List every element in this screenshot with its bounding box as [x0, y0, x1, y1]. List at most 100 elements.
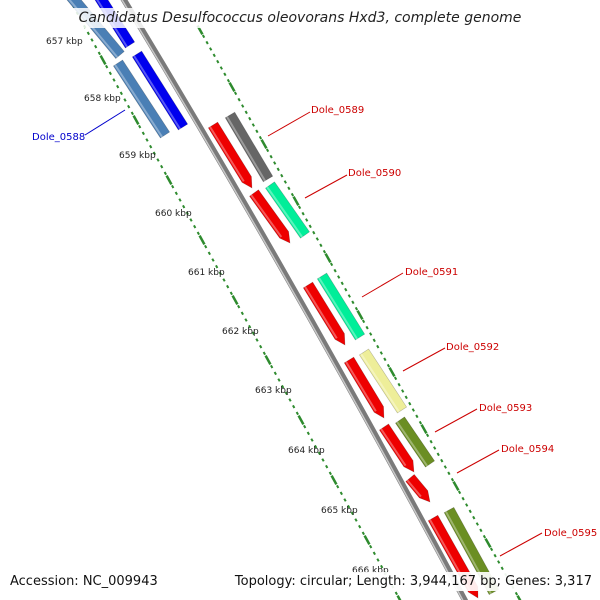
minor-tick [262, 351, 266, 356]
feature-dole-0591b[interactable] [316, 272, 366, 341]
feature-highlight [250, 194, 283, 238]
minor-tick [336, 484, 340, 489]
leader-line [361, 272, 404, 298]
minor-tick [411, 408, 415, 412]
minor-tick [204, 244, 208, 249]
gene-label-dole-0595[interactable]: Dole_0595 [544, 528, 597, 539]
feature-dole-0594[interactable] [405, 474, 431, 503]
kbp-label-layer: 657 kbp 658 kbp 659 kbp 660 kbp 661 kbp … [46, 37, 389, 576]
minor-tick [429, 439, 433, 444]
minor-tick [482, 534, 487, 539]
minor-tick [354, 518, 358, 522]
gene-label-dole-0591[interactable]: Dole_0591 [405, 267, 458, 278]
minor-tick [288, 398, 292, 402]
minor-tick [212, 53, 216, 58]
feature-dole-0590[interactable] [249, 189, 291, 244]
minor-tick [283, 180, 287, 184]
gene-label-dole-0592[interactable]: Dole_0592 [446, 342, 499, 353]
minor-tick [182, 204, 186, 209]
minor-tick [408, 401, 412, 406]
feature-highlight [226, 116, 266, 182]
minor-tick [280, 173, 284, 178]
minor-tick [281, 384, 285, 389]
genome-title: Candidatus Desulfococcus oleovorans Hxd3… [0, 8, 600, 28]
minor-tick [149, 144, 153, 149]
minor-tick [163, 171, 167, 176]
minor-tick [339, 491, 343, 496]
minor-tick [108, 71, 112, 76]
major-tick [420, 424, 428, 434]
major-tick [388, 367, 396, 377]
minor-tick [354, 306, 359, 311]
major-tick [99, 55, 107, 65]
minor-tick [112, 78, 116, 82]
minor-tick [119, 91, 123, 96]
minor-tick [205, 40, 209, 45]
minor-tick [216, 59, 220, 64]
feature-dole-0589[interactable] [207, 121, 253, 189]
minor-tick [472, 515, 476, 520]
major-tick [165, 175, 173, 185]
feature-dole-0592b[interactable] [358, 348, 408, 414]
kbp-label: 665 kbp [321, 506, 358, 516]
minor-tick [310, 438, 314, 442]
gene-label-dole-0594[interactable]: Dole_0594 [501, 444, 554, 455]
minor-tick [284, 391, 288, 396]
feature-dole-0589b[interactable] [224, 111, 274, 183]
minor-tick [314, 444, 318, 449]
minor-tick [358, 524, 362, 529]
major-tick [297, 415, 305, 425]
minor-tick [308, 224, 312, 229]
minor-tick [347, 504, 351, 509]
minor-tick [94, 44, 98, 49]
feature-dole-0588[interactable] [131, 50, 189, 131]
gene-label-dole-0589[interactable]: Dole_0589 [311, 105, 364, 116]
minor-tick [171, 184, 175, 189]
major-tick [356, 310, 364, 320]
kbp-label: 660 kbp [155, 209, 192, 219]
minor-tick [237, 304, 241, 309]
minor-tick [222, 278, 226, 282]
minor-tick [497, 560, 501, 564]
minor-tick [241, 104, 245, 108]
kbp-label: 661 kbp [188, 268, 225, 278]
major-tick [231, 295, 239, 305]
feature-dole-0591[interactable] [302, 281, 346, 346]
feature-dole-0590b[interactable] [265, 181, 310, 239]
kbp-label: 662 kbp [222, 327, 259, 337]
kbp-label: 666 kbp [352, 566, 389, 576]
minor-tick [290, 192, 295, 197]
gene-label-dole-0593[interactable]: Dole_0593 [479, 403, 532, 414]
major-tick [484, 538, 492, 548]
minor-tick [321, 458, 325, 462]
minor-tick [207, 251, 211, 256]
kbp-label: 658 kbp [84, 94, 121, 104]
minor-tick [450, 477, 455, 482]
major-tick [198, 235, 206, 245]
minor-tick [248, 324, 252, 329]
minor-tick [90, 38, 94, 42]
minor-tick [319, 243, 323, 248]
feature-dole-0593b[interactable] [395, 416, 435, 468]
minor-tick [251, 123, 255, 127]
feature-dole-0592[interactable] [343, 356, 385, 419]
minor-tick [372, 338, 376, 343]
feature-dole-0593[interactable] [379, 423, 415, 473]
gene-label-dole-0590[interactable]: Dole_0590 [348, 168, 401, 179]
feature-dole-0588b[interactable] [112, 59, 171, 139]
minor-tick [315, 237, 319, 241]
minor-tick [343, 498, 347, 502]
minor-tick [514, 591, 519, 596]
feature-highlight [209, 126, 245, 182]
minor-tick [273, 161, 277, 165]
feature-highlight [345, 361, 377, 412]
minor-tick [372, 551, 376, 556]
minor-tick [105, 64, 109, 69]
gene-label-dole-0588[interactable]: Dole_0588 [32, 132, 85, 143]
major-tick [292, 196, 300, 206]
minor-tick [380, 564, 384, 569]
minor-tick [475, 522, 479, 526]
leader-line [304, 174, 348, 199]
minor-tick [350, 511, 354, 516]
minor-tick [233, 91, 238, 96]
